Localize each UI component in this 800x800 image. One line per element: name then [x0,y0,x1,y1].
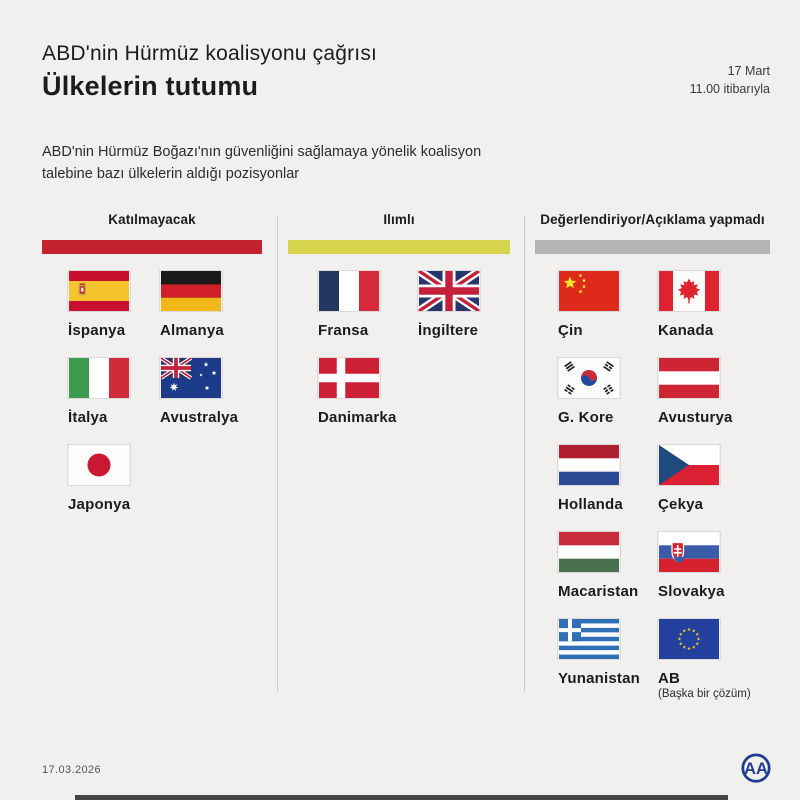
china-flag-icon [558,271,620,311]
timestamp-line1: 17 Mart [727,64,770,78]
country-name: Yunanistan [558,670,641,687]
country-name: İtalya [68,409,108,426]
country-name: Çin [558,322,583,339]
france-flag-icon [318,271,380,311]
netherlands-flag-icon [558,445,620,485]
page-title: ABD'nin Hürmüz koalisyonu çağrısı [42,42,378,65]
country-name: İngiltere [418,322,479,339]
country-name: Slovakya [658,583,725,600]
japan-flag-icon [68,445,130,485]
austria-flag-icon [658,358,720,398]
column-moderate: Ilımlı Fransa İngiltere Danimarka [288,212,510,425]
country-name: Kanada [658,322,714,339]
country-name: Avusturya [658,409,733,426]
column-title: Değerlendiriyor/Açıklama yapmadı [540,212,765,227]
eu-flag-icon [658,619,720,659]
country-item: Macaristan [558,532,658,599]
country-name: Avustralya [160,409,239,426]
country-grid: İspanya Almanya İtalya Avustralya Japonya [42,271,262,512]
column-not-participating: Katılmayacak İspanya Almanya İtalya Avustra… [42,212,262,512]
category-bar-gray [535,240,770,254]
country-item: Kanada [658,271,758,338]
country-name: Japonya [68,496,131,513]
country-name: AB [658,670,681,687]
denmark-flag-icon [318,358,380,398]
spain-flag-icon [68,271,130,311]
column-evaluating: Değerlendiriyor/Açıklama yapmadı Çin Kana… [535,212,770,701]
country-grid: Fransa İngiltere Danimarka [288,271,510,425]
timestamp-line2: 11.00 itibarıyla [689,82,770,97]
footer-date: 17.03.2026 [42,764,102,776]
country-item: İtalya [68,358,160,425]
country-item: AB (Başka bir çözüm) [658,619,758,701]
uk-flag-icon [418,271,480,311]
country-grid: Çin Kanada G. Kore Avusturya Hollanda Çekya Ma… [535,271,770,701]
category-bar-yellow [288,240,510,254]
timestamp: 17 Mart 11.00 itibarıyla [690,62,770,98]
canada-flag-icon [658,271,720,311]
country-name: Macaristan [558,583,639,600]
germany-flag-icon [160,271,222,311]
header: ABD'nin Hürmüz koalisyonu çağrısı Ülkele… [42,42,770,102]
country-name: Çekya [658,496,704,513]
country-item: Avustralya [160,358,252,425]
country-item: Çin [558,271,658,338]
aa-logo: AA [736,749,776,789]
country-item: Hollanda [558,445,658,512]
south-korea-flag-icon [558,358,620,398]
italy-flag-icon [68,358,130,398]
country-item: Almanya [160,271,252,338]
column-title: Katılmayacak [108,212,196,227]
slovakia-flag-icon [658,532,720,572]
country-item: Çekya [658,445,758,512]
country-item: Yunanistan [558,619,658,701]
country-name: İspanya [68,322,126,339]
hungary-flag-icon [558,532,620,572]
country-item: Japonya [68,445,160,512]
country-name: Almanya [160,322,224,339]
country-item: Danimarka [318,358,418,425]
czechia-flag-icon [658,445,720,485]
country-item: Avusturya [658,358,758,425]
title-block: ABD'nin Hürmüz koalisyonu çağrısı Ülkele… [42,42,377,102]
column-divider [524,216,525,692]
columns-board: Katılmayacak İspanya Almanya İtalya Avustra… [0,212,800,700]
country-item: Fransa [318,271,418,338]
description-text: ABD'nin Hürmüz Boğazı'nın güvenliğini sa… [42,144,482,183]
australia-flag-icon [160,358,222,398]
page-subtitle: Ülkelerin tutumu [42,71,259,101]
country-name: Hollanda [558,496,623,513]
column-title: Ilımlı [383,212,415,227]
country-name: Fransa [318,322,369,339]
country-name: Danimarka [318,409,397,426]
country-name: G. Kore [558,409,614,426]
country-item: İspanya [68,271,160,338]
country-note: (Başka bir çözüm) [658,688,751,700]
greece-flag-icon [558,619,620,659]
country-item: İngiltere [418,271,518,338]
svg-text:AA: AA [744,760,768,778]
category-bar-red [42,240,262,254]
bottom-strip [75,795,728,800]
country-item: G. Kore [558,358,658,425]
country-item: Slovakya [658,532,758,599]
column-divider [277,216,278,692]
